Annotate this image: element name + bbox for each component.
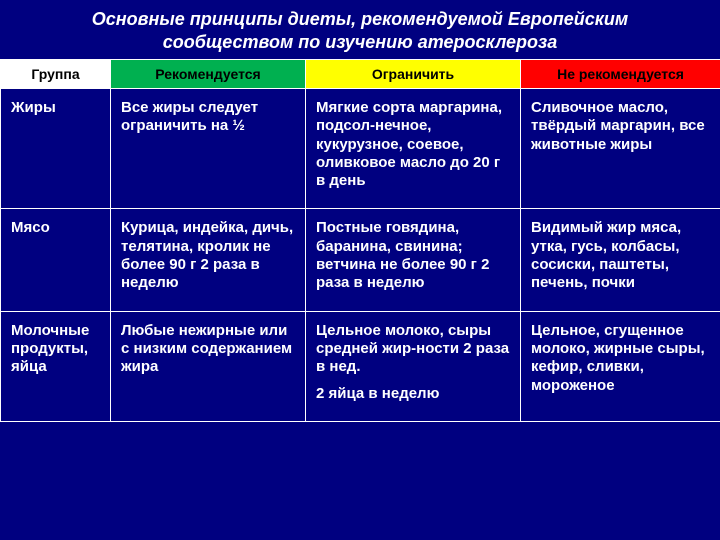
cell-limit-p2: 2 яйца в неделю bbox=[316, 385, 512, 403]
table-row: Молочные продукты, яйца Любые нежирные и… bbox=[1, 311, 720, 421]
title-line-2: сообществом по изучению атеросклероза bbox=[30, 31, 690, 54]
cell-limit-p1: Цельное молоко, сыры средней жир-ности 2… bbox=[316, 322, 512, 377]
cell-limit: Цельное молоко, сыры средней жир-ности 2… bbox=[306, 311, 521, 421]
cell-not-recommended: Сливочное масло, твёрдый маргарин, все ж… bbox=[521, 89, 720, 209]
cell-limit: Мягкие сорта маргарина, подсол-нечное, к… bbox=[306, 89, 521, 209]
cell-limit: Постные говядина, баранина, свинина; вет… bbox=[306, 209, 521, 311]
table-row: Мясо Курица, индейка, дичь, телятина, кр… bbox=[1, 209, 720, 311]
title-line-1: Основные принципы диеты, рекомендуемой Е… bbox=[30, 8, 690, 31]
header-limit: Ограничить bbox=[306, 60, 521, 89]
cell-recommended: Курица, индейка, дичь, телятина, кролик … bbox=[111, 209, 306, 311]
header-group: Группа bbox=[1, 60, 111, 89]
table-header-row: Группа Рекомендуется Ограничить Не реком… bbox=[1, 60, 720, 89]
cell-recommended: Все жиры следует ограничить на ½ bbox=[111, 89, 306, 209]
cell-recommended: Любые нежирные или с низким содержанием … bbox=[111, 311, 306, 421]
table-row: Жиры Все жиры следует ограничить на ½ Мя… bbox=[1, 89, 720, 209]
cell-group: Мясо bbox=[1, 209, 111, 311]
cell-group: Молочные продукты, яйца bbox=[1, 311, 111, 421]
diet-table: Группа Рекомендуется Ограничить Не реком… bbox=[0, 59, 720, 422]
header-recommended: Рекомендуется bbox=[111, 60, 306, 89]
header-not-recommended: Не рекомендуется bbox=[521, 60, 720, 89]
cell-not-recommended: Видимый жир мяса, утка, гусь, колбасы, с… bbox=[521, 209, 720, 311]
cell-not-recommended: Цельное, сгущенное молоко, жирные сыры, … bbox=[521, 311, 720, 421]
slide-title: Основные принципы диеты, рекомендуемой Е… bbox=[0, 0, 720, 59]
cell-group: Жиры bbox=[1, 89, 111, 209]
